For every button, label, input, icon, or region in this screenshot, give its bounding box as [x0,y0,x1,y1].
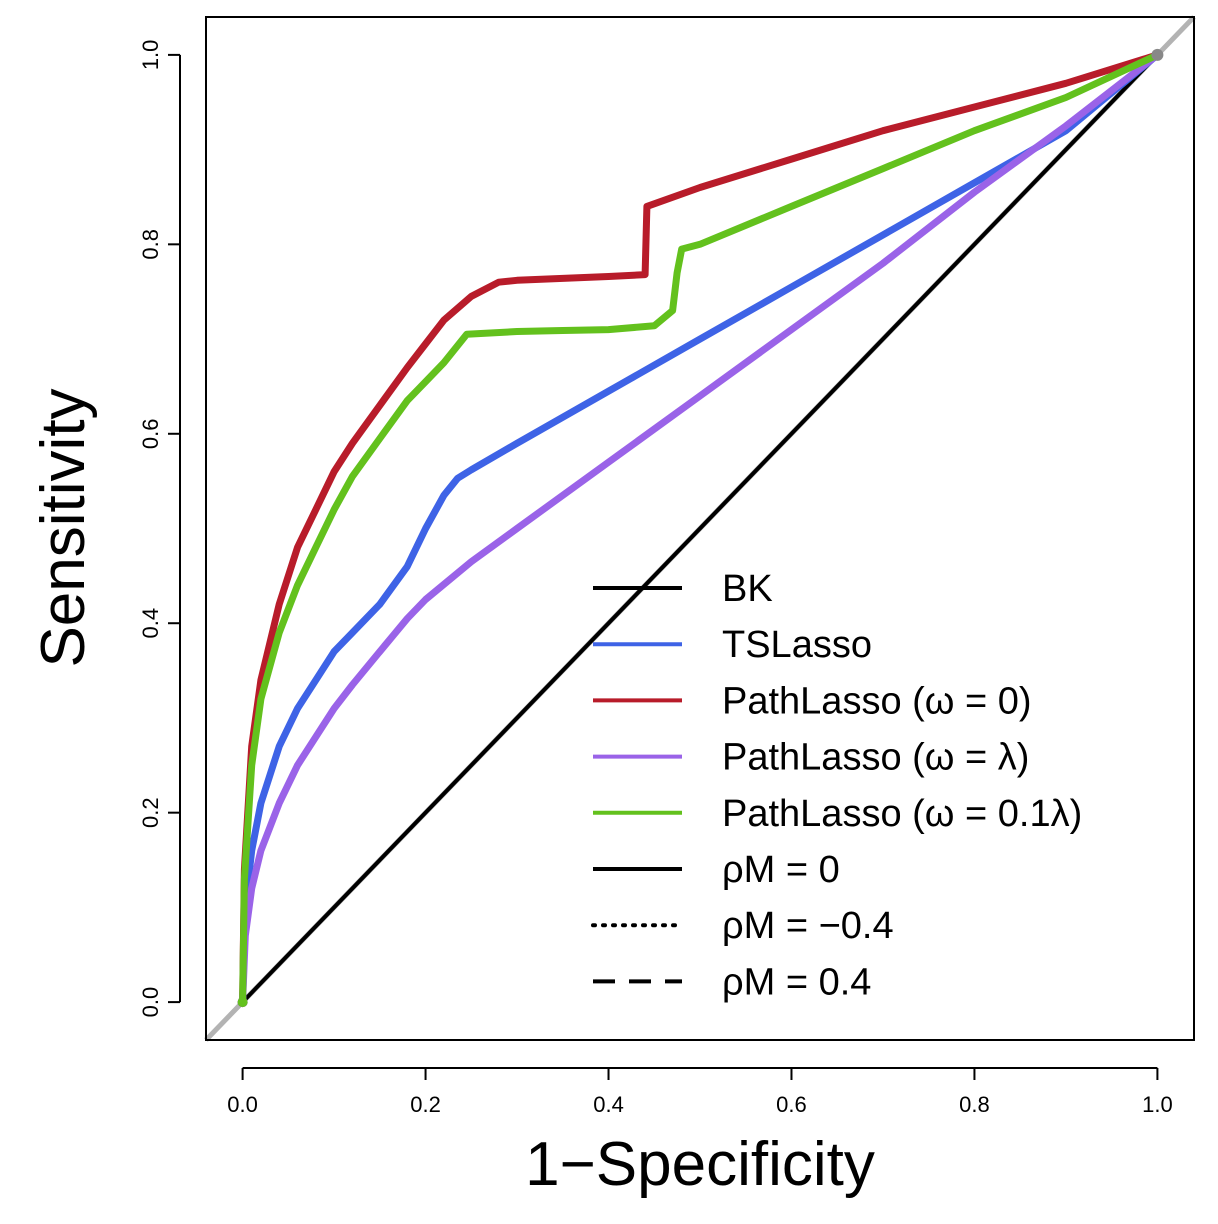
y-tick-label: 0.8 [138,229,163,260]
plot-area [204,15,1196,1042]
x-tick-label: 1.0 [1142,1092,1173,1117]
x-tick-label: 0.4 [593,1092,624,1117]
x-axis-title: 1−Specificity [525,1130,875,1199]
legend-label: ρM = 0.4 [722,961,871,1003]
x-tick-label: 0.2 [410,1092,441,1117]
x-tick-label: 0.6 [776,1092,807,1117]
legend-label: PathLasso (ω = 0) [722,680,1032,722]
x-tick-label: 0.0 [227,1092,258,1117]
legend: BK TSLasso PathLasso (ω = 0) PathLasso (ω =… [591,568,1082,1003]
series-line-bk [240,52,1160,1005]
series-line-pathlasso [239,51,1161,1006]
series-line-pathlasso-0 [239,51,1161,1006]
y-axis-title: Sensitivity [29,388,98,667]
y-tick-label: 1.0 [138,40,163,71]
series-start-point-pathlasso-0-1 [237,997,248,1008]
y-tick-label: 0.6 [138,418,163,449]
legend-label: ρM = 0 [722,849,840,891]
legend-label: PathLasso (ω = 0.1λ) [722,793,1082,835]
plot-frame [205,16,1195,1041]
end-point [1151,48,1164,61]
legend-label: TSLasso [722,624,872,666]
y-tick-label: 0.0 [138,987,163,1018]
legend-label: BK [722,568,773,610]
series-line-pathlasso-0-1 [239,51,1161,1006]
series-line-tslasso [239,51,1161,1006]
legend-label: ρM = −0.4 [722,905,894,947]
y-tick-label: 0.2 [138,797,163,828]
axes: 0.0 0.2 0.4 0.6 0.8 1.0 0.0 0.2 0.4 0.6 0.8 1.0 1−Sp… [29,16,1195,1199]
y-tick-label: 0.4 [138,608,163,639]
legend-label: PathLasso (ω = λ) [722,737,1029,779]
x-tick-label: 0.8 [959,1092,990,1117]
